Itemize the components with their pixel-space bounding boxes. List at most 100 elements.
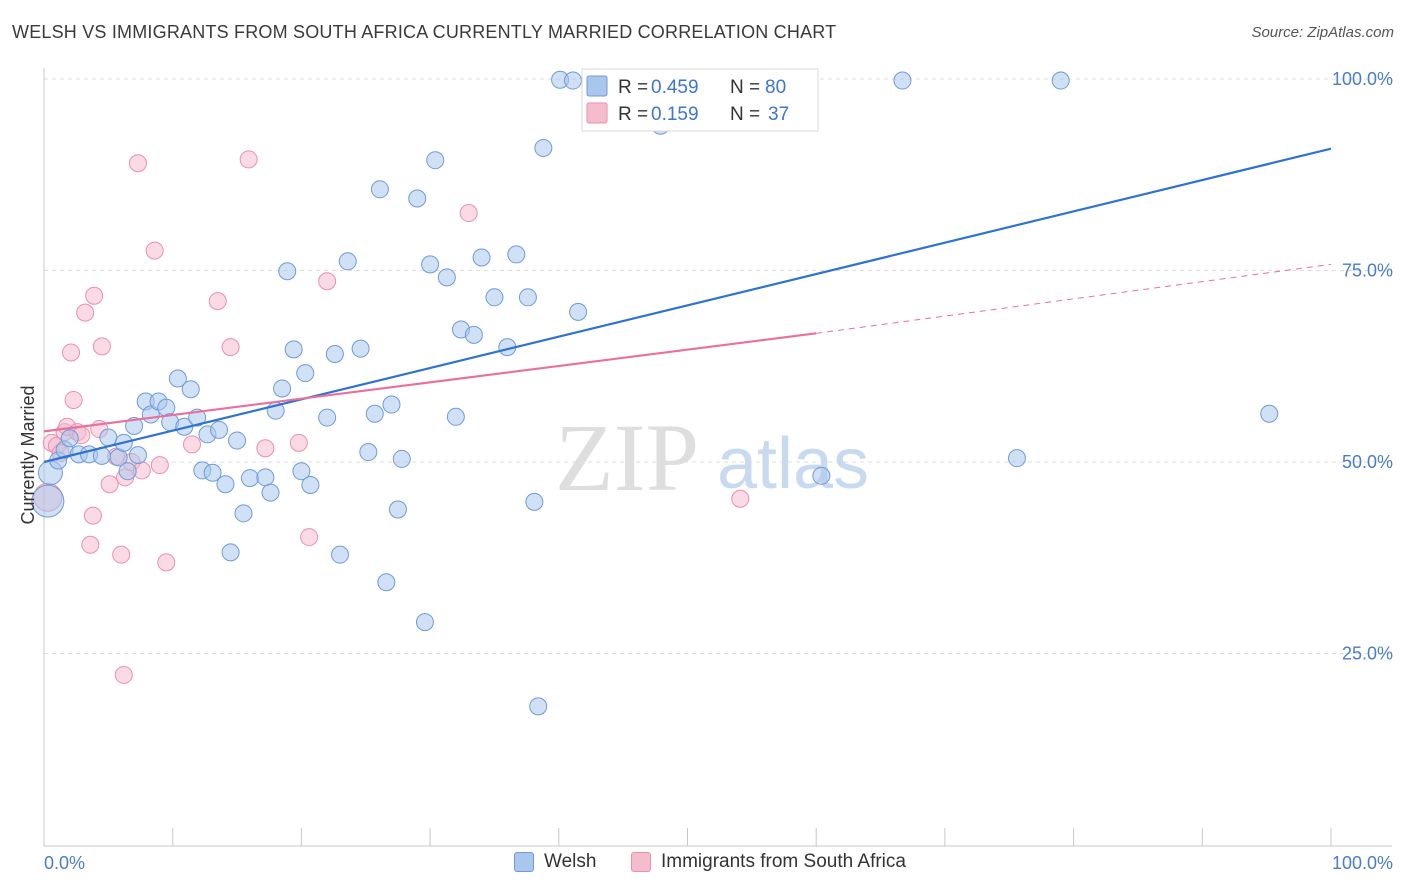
data-point-welsh — [125, 416, 144, 435]
legend-r-value: 0.159 — [651, 104, 699, 125]
data-point-welsh — [284, 340, 303, 359]
data-point-welsh — [415, 613, 434, 632]
data-point-south-africa — [300, 528, 319, 547]
data-point-south-africa — [81, 535, 100, 554]
axis-layer — [43, 68, 1392, 847]
data-point-south-africa — [318, 272, 337, 291]
data-point-south-africa — [157, 553, 176, 572]
legend-n-label: N = — [730, 77, 760, 98]
data-point-welsh — [893, 71, 912, 90]
data-point-welsh — [518, 288, 537, 307]
trend-line-welsh — [43, 147, 1332, 464]
data-point-welsh — [273, 379, 292, 398]
data-point-welsh — [325, 344, 344, 363]
data-point-welsh — [296, 364, 315, 383]
legend-n-value: 80 — [765, 77, 786, 98]
data-point-welsh — [261, 483, 280, 502]
data-point-welsh — [221, 543, 240, 562]
data-point-south-africa — [145, 241, 164, 260]
data-point-welsh — [426, 151, 445, 170]
legend-r-label: R = — [618, 77, 648, 98]
data-point-south-africa — [221, 338, 240, 357]
data-point-south-africa — [100, 475, 119, 494]
source-label: Source: ZipAtlas.com — [1251, 24, 1394, 41]
tick-labels: 25.0% 50.0% 75.0% 100.0% 0.0% 100.0% — [44, 69, 1393, 873]
data-point-south-africa — [64, 390, 83, 409]
legend-label-south-africa: Immigrants from South Africa — [661, 851, 906, 872]
data-point-south-africa — [128, 154, 147, 173]
data-point-south-africa — [150, 456, 169, 475]
data-point-south-africa — [114, 665, 133, 684]
data-point-welsh — [382, 395, 401, 414]
data-point-welsh — [437, 268, 456, 287]
data-point-welsh — [256, 468, 275, 487]
data-point-welsh — [118, 462, 137, 481]
data-point-welsh — [301, 475, 320, 494]
data-point-south-africa — [92, 337, 111, 356]
trend-layer — [43, 147, 1332, 464]
data-point-welsh — [534, 138, 553, 157]
legend-label-welsh: Welsh — [544, 851, 597, 872]
data-point-welsh — [240, 469, 259, 488]
legend-swatch-south-africa — [631, 852, 651, 872]
legend-swatch-welsh — [586, 75, 608, 97]
data-point-south-africa — [62, 343, 81, 362]
watermark-zip: ZIP — [555, 404, 699, 511]
data-point-welsh — [472, 248, 491, 267]
trend-line-south-africa-extension — [816, 263, 1332, 334]
data-point-welsh — [331, 545, 350, 564]
legend-bottom: Welsh Immigrants from South Africa — [0, 851, 1406, 879]
x-tick-label: 100.0% — [1332, 853, 1393, 873]
y-tick-label: 50.0% — [1342, 452, 1393, 472]
data-point-south-africa — [112, 545, 131, 564]
data-point-south-africa — [183, 435, 202, 454]
data-point-welsh — [529, 697, 548, 716]
data-point-welsh — [464, 325, 483, 344]
legend-swatch-welsh — [514, 852, 534, 872]
data-point-welsh — [392, 449, 411, 468]
data-point-south-africa — [289, 433, 308, 452]
data-point-welsh — [370, 180, 389, 199]
data-point-welsh — [60, 429, 79, 448]
legend-r-value: 0.459 — [651, 77, 699, 98]
watermark: ZIP atlas — [555, 404, 869, 511]
data-point-south-africa — [459, 204, 478, 223]
data-point-welsh — [563, 71, 582, 90]
data-point-welsh — [351, 339, 370, 358]
legend-item-welsh[interactable]: Welsh — [514, 851, 596, 873]
data-point-welsh — [1260, 404, 1279, 423]
data-point-welsh — [388, 500, 407, 519]
data-point-welsh — [318, 408, 337, 427]
data-point-welsh — [216, 475, 235, 494]
data-point-welsh — [181, 380, 200, 399]
data-point-welsh — [234, 504, 253, 523]
data-point-welsh — [1051, 71, 1070, 90]
legend-n-label: N = — [730, 104, 760, 125]
data-point-south-africa — [208, 292, 227, 311]
data-point-south-africa — [731, 489, 750, 508]
y-tick-label: 75.0% — [1342, 261, 1393, 281]
data-point-south-africa — [256, 439, 275, 458]
y-axis-label: Currently Married — [18, 385, 38, 524]
legend-n-value: 37 — [768, 104, 789, 125]
data-point-welsh — [338, 252, 357, 271]
legend-item-south-africa[interactable]: Immigrants from South Africa — [631, 851, 906, 873]
data-point-welsh — [485, 288, 504, 307]
data-point-south-africa — [76, 303, 95, 322]
data-point-welsh — [421, 255, 440, 274]
data-point-welsh — [507, 245, 526, 264]
trend-line-south-africa — [43, 332, 817, 433]
data-point-welsh — [278, 262, 297, 281]
data-point-south-africa — [83, 506, 102, 525]
data-point-welsh — [408, 189, 427, 208]
data-point-south-africa — [85, 286, 104, 305]
data-point-welsh — [1007, 449, 1026, 468]
data-point-welsh — [359, 443, 378, 462]
y-tick-label: 25.0% — [1342, 644, 1393, 664]
data-point-welsh — [128, 446, 147, 465]
legend-top: R = 0.459 N = 80 R = 0.159 N = 37 — [581, 68, 819, 132]
data-point-welsh — [292, 462, 311, 481]
x-tick-label: 0.0% — [44, 853, 85, 873]
data-point-welsh — [99, 428, 118, 447]
